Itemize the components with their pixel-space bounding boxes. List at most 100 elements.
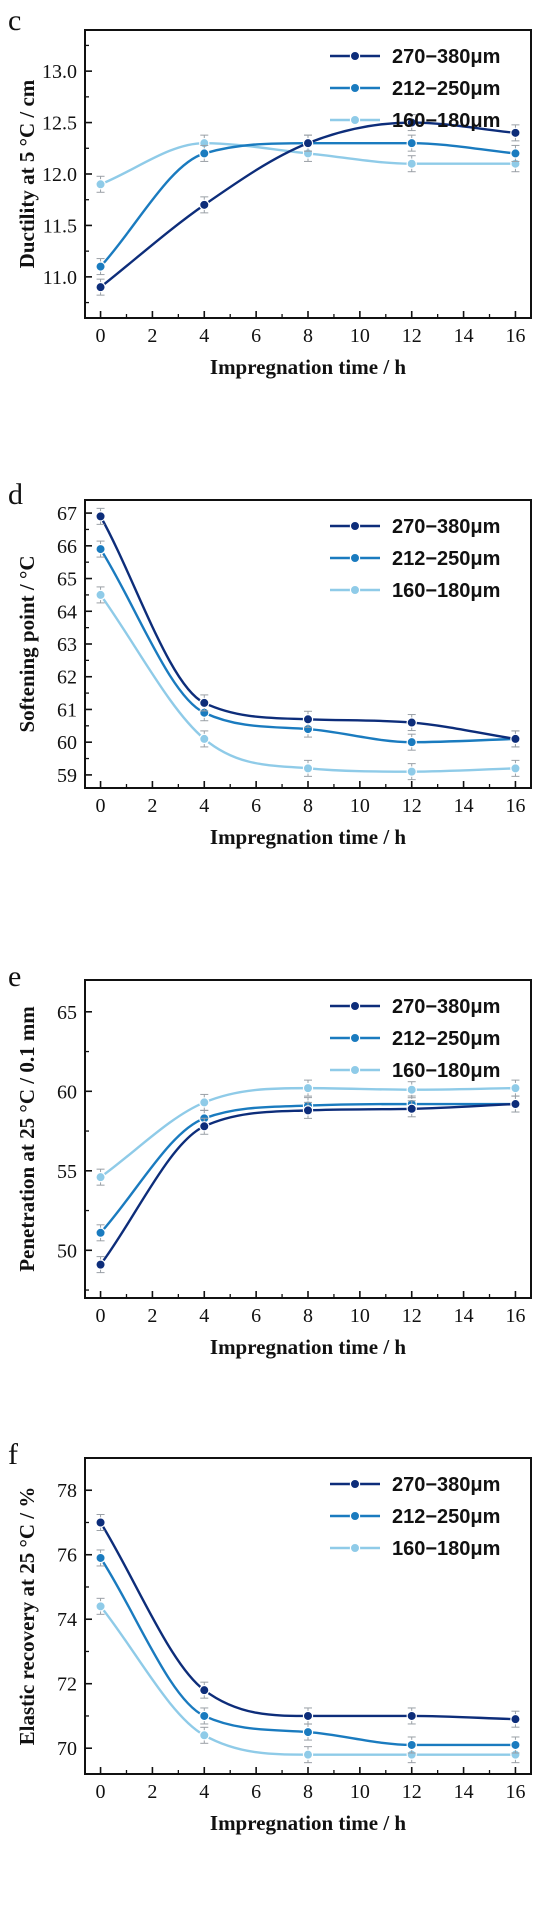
data-point	[302, 763, 314, 774]
data-point	[302, 1749, 314, 1760]
x-tick-label: 10	[350, 1781, 370, 1803]
data-point	[510, 763, 521, 774]
data-point	[95, 1517, 106, 1528]
y-tick-label: 13.0	[42, 61, 77, 83]
chart-f-svg: f 0 2 4 6 8 10 12 14 16 70 72 74 76 78 Impregnation tim…	[8, 1438, 532, 1835]
data-point	[406, 736, 417, 748]
data-point	[406, 1739, 417, 1751]
series-line	[99, 594, 516, 773]
chart-panel-c: c 0 2 4 6 8 10 12 14 16 11.0 11.5 12.0 12.5 13.0 Impreg…	[0, 0, 550, 472]
chart-panel-d: d 0 2 4 6 8 10 12 14 16 59 60 61 62 63 64 65 66 67 Impregna…	[0, 472, 550, 952]
x-tick-label: 6	[251, 1781, 261, 1803]
legend-label: 160−180μm	[392, 110, 500, 132]
data-point	[199, 148, 210, 159]
y-tick-label: 78	[57, 1480, 77, 1502]
legend-marker	[349, 1064, 361, 1076]
x-axis-title: Impregnation time / h	[210, 1811, 407, 1835]
series-line	[99, 548, 516, 744]
data-point	[406, 137, 417, 149]
x-tick-label: 4	[199, 795, 209, 817]
legend-marker	[349, 552, 361, 564]
data-point	[302, 1726, 314, 1738]
x-tick-label: 8	[303, 325, 313, 347]
legend-label: 270−380μm	[392, 46, 500, 68]
y-tick-label: 12.5	[42, 113, 77, 135]
x-tick-label: 10	[350, 795, 370, 817]
legend-label: 212−250μm	[392, 78, 500, 100]
x-tick-label: 8	[303, 1305, 313, 1327]
data-point	[302, 714, 314, 725]
legend-marker	[349, 114, 361, 126]
x-tick-label: 0	[96, 1305, 106, 1327]
x-tick-label: 8	[303, 795, 313, 817]
data-point	[199, 733, 210, 745]
x-tick-label: 0	[96, 795, 106, 817]
plot-frame	[84, 29, 532, 319]
data-point	[302, 1710, 314, 1722]
data-point	[95, 179, 106, 190]
legend-marker	[349, 1478, 361, 1490]
panel-letter: d	[8, 478, 23, 511]
y-tick-label: 11.5	[43, 215, 77, 237]
chart-panel-f: f 0 2 4 6 8 10 12 14 16 70 72 74 76 78 Impregnation tim…	[0, 1430, 550, 1915]
y-tick-label: 65	[57, 569, 77, 591]
data-point	[95, 511, 106, 522]
data-point	[95, 261, 106, 272]
y-tick-label: 70	[57, 1738, 77, 1760]
chart-d-svg: d 0 2 4 6 8 10 12 14 16 59 60 61 62 63 64 65 66 67 Impregna…	[8, 478, 532, 849]
data-point	[510, 733, 521, 745]
data-point	[95, 589, 106, 601]
y-tick-label: 55	[57, 1161, 77, 1183]
series-line	[99, 1557, 516, 1747]
x-tick-label: 16	[505, 1781, 525, 1803]
x-tick-label: 8	[303, 1781, 313, 1803]
data-point	[406, 1084, 417, 1095]
legend-label: 270−380μm	[392, 516, 500, 538]
x-tick-label: 14	[454, 325, 474, 347]
data-point	[95, 1552, 106, 1564]
data-point	[406, 766, 417, 777]
series-line	[99, 1521, 516, 1721]
chart-e-svg: e 0 2 4 6 8 10 12 14 16 50 55 60 65 Impregnation time …	[8, 960, 532, 1359]
y-axis-title: Elastic recovery at 25 °C / %	[15, 1487, 39, 1746]
legend-label: 212−250μm	[392, 1506, 500, 1528]
x-tick-label: 2	[147, 1781, 157, 1803]
data-point	[199, 1710, 210, 1722]
data-point	[510, 127, 521, 139]
y-tick-label: 12.0	[42, 164, 77, 186]
data-point	[95, 281, 106, 293]
x-tick-label: 12	[402, 1781, 422, 1803]
x-tick-label: 16	[505, 325, 525, 347]
data-point	[199, 1684, 210, 1696]
panel-letter: f	[8, 1438, 18, 1471]
x-tick-label: 14	[454, 1781, 474, 1803]
x-tick-label: 12	[402, 325, 422, 347]
data-point	[302, 137, 314, 149]
y-tick-label: 66	[57, 536, 77, 558]
x-tick-label: 2	[147, 1305, 157, 1327]
chart-panel-e: e 0 2 4 6 8 10 12 14 16 50 55 60 65 Impregnation time …	[0, 952, 550, 1430]
legend-label: 160−180μm	[392, 1538, 500, 1560]
y-tick-label: 50	[57, 1240, 77, 1262]
x-axis-title: Impregnation time / h	[210, 1335, 407, 1359]
data-point	[302, 1082, 314, 1094]
x-tick-label: 4	[199, 1305, 209, 1327]
legend-label: 270−380μm	[392, 1474, 500, 1496]
y-tick-label: 74	[57, 1609, 77, 1631]
data-point	[510, 1082, 521, 1094]
data-point	[406, 158, 417, 169]
y-tick-label: 65	[57, 1002, 77, 1024]
x-tick-label: 12	[402, 795, 422, 817]
y-tick-label: 62	[57, 667, 77, 689]
x-tick-label: 16	[505, 795, 525, 817]
data-point	[199, 697, 210, 709]
y-axis-title: Softening point / °C	[15, 555, 39, 732]
data-point	[302, 1105, 314, 1116]
legend-marker	[349, 50, 361, 62]
x-tick-label: 2	[147, 325, 157, 347]
series-line	[99, 515, 516, 741]
y-tick-label: 67	[57, 503, 77, 525]
legend-label: 270−380μm	[392, 996, 500, 1018]
x-tick-label: 4	[199, 1781, 209, 1803]
data-point	[95, 543, 106, 555]
